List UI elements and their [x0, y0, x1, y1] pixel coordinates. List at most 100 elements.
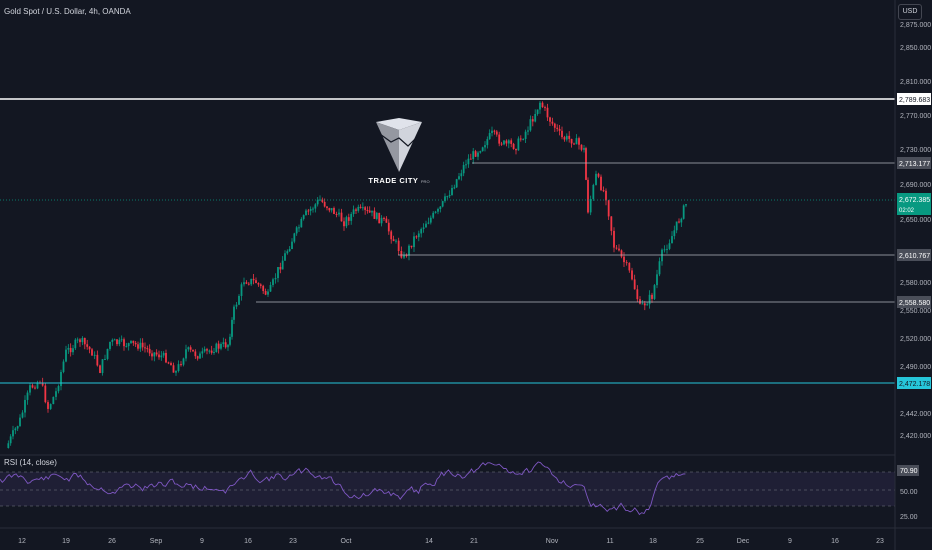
candle	[109, 341, 111, 349]
candle	[12, 430, 14, 437]
candle	[259, 284, 262, 286]
candle	[201, 351, 204, 354]
candle	[472, 151, 475, 160]
candle	[390, 231, 393, 240]
candle	[602, 190, 605, 192]
candle	[277, 267, 279, 279]
price-level-tag	[897, 377, 931, 389]
candle	[187, 347, 190, 350]
candle	[510, 140, 513, 144]
candle	[57, 386, 60, 392]
candle	[357, 206, 360, 211]
candle	[429, 217, 432, 223]
candle	[250, 278, 253, 285]
candle	[243, 282, 245, 285]
candle	[539, 102, 541, 110]
candle	[578, 138, 580, 145]
candle	[137, 344, 139, 349]
candle	[623, 256, 625, 263]
last-price-label: 2,672.385	[899, 197, 930, 204]
candle	[505, 140, 508, 144]
price-tick-label: 2,650.000	[900, 217, 931, 224]
candle	[352, 209, 355, 215]
candle	[663, 249, 666, 251]
time-axis-label: 9	[200, 538, 204, 545]
candle	[60, 371, 62, 387]
candle	[93, 354, 96, 356]
candle	[361, 207, 364, 209]
candle	[229, 336, 231, 345]
candle	[130, 340, 132, 344]
candle	[307, 210, 310, 212]
candle	[503, 140, 505, 145]
candle	[378, 212, 381, 224]
candle	[146, 348, 149, 350]
candle	[165, 352, 167, 363]
candle	[453, 187, 456, 189]
candle	[335, 214, 338, 216]
candle	[553, 123, 556, 128]
candle	[144, 347, 146, 349]
candle	[160, 355, 163, 358]
candle	[527, 130, 529, 132]
candle	[359, 206, 362, 208]
candle	[91, 349, 93, 356]
candle	[262, 285, 265, 292]
candle	[231, 319, 233, 337]
candle	[177, 364, 180, 372]
candle	[656, 274, 658, 286]
candle	[484, 145, 486, 148]
candle	[76, 339, 79, 341]
candle	[162, 352, 165, 356]
candle	[469, 158, 472, 160]
candle	[86, 344, 89, 347]
candle	[385, 218, 388, 223]
candle	[298, 227, 300, 229]
candle	[605, 190, 607, 201]
candle	[561, 130, 563, 138]
time-axis-label: 23	[876, 538, 884, 545]
candle	[675, 221, 678, 231]
candle	[132, 340, 135, 343]
candle	[312, 208, 314, 210]
candle	[682, 205, 685, 219]
candle	[653, 285, 656, 299]
candle	[595, 173, 597, 185]
candle	[314, 204, 317, 209]
watermark-brand: TRADE CITY	[368, 176, 419, 185]
candle	[668, 243, 671, 249]
candle	[434, 211, 437, 213]
candle	[573, 143, 575, 145]
currency-selector[interactable]: USD	[898, 4, 922, 20]
candle	[215, 343, 218, 353]
price-tick-label: 2,520.000	[900, 336, 931, 343]
candle	[213, 352, 215, 354]
price-level-tag	[897, 157, 931, 169]
candle	[125, 346, 128, 348]
candle	[387, 222, 390, 232]
candle	[196, 356, 199, 359]
candle	[208, 350, 211, 352]
candle	[673, 230, 676, 237]
watermark-suffix: PRO	[420, 179, 430, 184]
candle	[227, 344, 229, 348]
candle	[455, 179, 458, 188]
city-crystal-icon	[376, 118, 422, 172]
price-tick-label: 2,875.000	[900, 22, 931, 29]
candle	[607, 200, 610, 217]
candle	[375, 212, 378, 219]
price-tick-label: 2,420.000	[900, 433, 931, 440]
price-tick-label: 2,730.000	[900, 147, 931, 154]
candle	[192, 349, 194, 352]
candle	[678, 221, 680, 223]
candle	[420, 228, 423, 234]
candle	[106, 348, 109, 359]
rsi-indicator-label[interactable]: RSI (14, close)	[4, 458, 57, 467]
price-level-label: 2,472.178	[899, 381, 930, 388]
candle	[495, 131, 498, 135]
candle	[403, 255, 405, 258]
candle	[441, 201, 444, 207]
candle	[83, 337, 86, 345]
candle	[437, 209, 439, 212]
